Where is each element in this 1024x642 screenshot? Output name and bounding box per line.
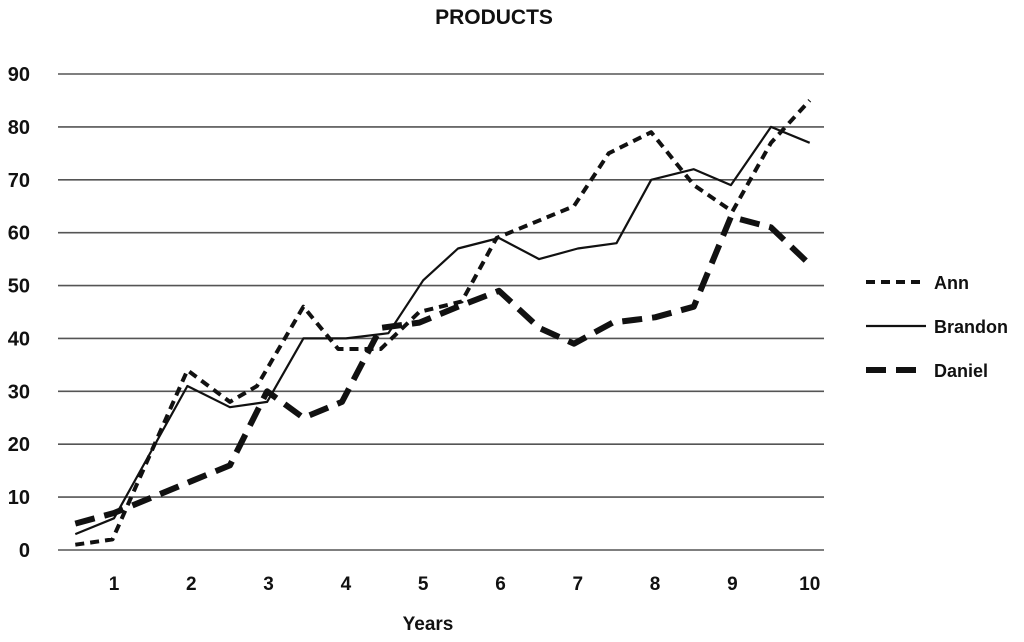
y-tick-label: 50 [8, 276, 30, 298]
x-tick-label: 6 [495, 574, 506, 595]
x-tick-label: 4 [341, 574, 352, 595]
x-tick-label: 5 [418, 574, 429, 595]
legend-label-ann: Ann [934, 273, 969, 293]
chart-title: PRODUCTS [435, 6, 553, 29]
y-tick-label: 10 [8, 487, 30, 509]
y-tick-label: 30 [8, 381, 30, 403]
x-tick-label: 7 [573, 574, 584, 595]
y-tick-label: 70 [8, 170, 30, 192]
y-tick-label: 90 [8, 64, 30, 86]
x-tick-label: 10 [799, 574, 820, 595]
x-tick-label: 3 [263, 574, 274, 595]
series-line-daniel [74, 213, 812, 527]
series-lines [74, 99, 812, 547]
y-tick-label: 60 [8, 223, 30, 245]
series-line-brandon [74, 125, 811, 536]
x-tick-label: 9 [727, 574, 738, 595]
y-tick-label: 80 [8, 117, 30, 139]
legend: Ann Brandon Daniel [866, 273, 1008, 381]
y-tick-label: 40 [8, 328, 30, 350]
x-axis-ticks: 1 2 3 4 5 6 7 8 9 10 [109, 574, 821, 595]
x-axis-label: Years [403, 614, 454, 635]
x-tick-label: 1 [109, 574, 120, 595]
y-axis-ticks: 0 10 20 30 40 50 60 70 80 90 [8, 64, 30, 562]
x-tick-label: 2 [186, 574, 197, 595]
x-tick-label: 8 [650, 574, 661, 595]
legend-label-brandon: Brandon [934, 317, 1008, 337]
legend-label-daniel: Daniel [934, 361, 988, 381]
y-tick-label: 0 [19, 540, 30, 562]
y-tick-label: 20 [8, 434, 30, 456]
series-line-ann [75, 99, 812, 547]
